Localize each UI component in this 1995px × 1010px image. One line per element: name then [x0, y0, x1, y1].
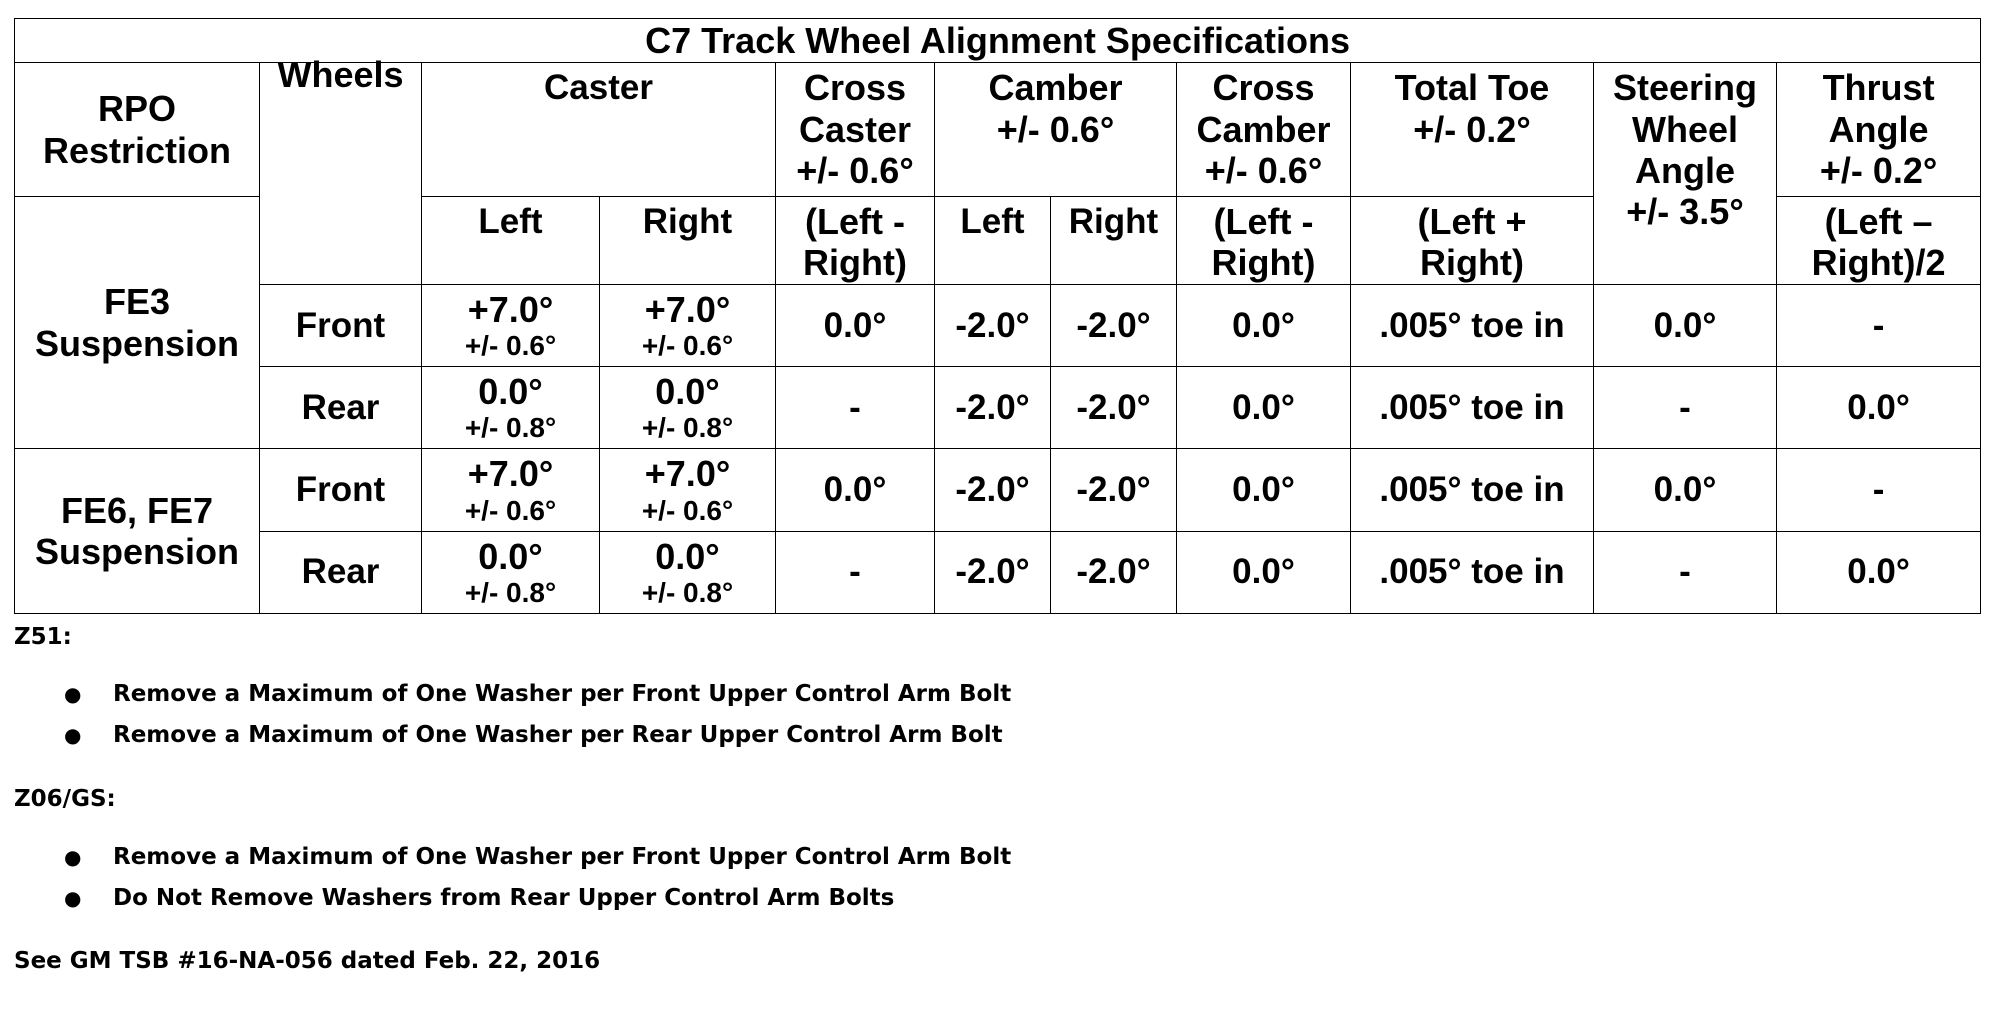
- cell-caster-right: 0.0° +/- 0.8°: [599, 530, 776, 615]
- subheader-caster-left: Left: [421, 195, 600, 285]
- table-title: C7 Track Wheel Alignment Specifications: [13, 17, 1982, 64]
- group-name-fe3: FE3 Suspension: [14, 195, 260, 450]
- cell-steering: 0.0°: [1593, 448, 1777, 532]
- cell-caster-left: +7.0° +/- 0.6°: [421, 283, 600, 368]
- cell-caster-right: 0.0° +/- 0.8°: [599, 366, 776, 450]
- z51-heading: Z51:: [14, 624, 72, 650]
- header-rpo-restriction: RPO Restriction: [14, 62, 260, 197]
- subheader-cross-camber: (Left - Right): [1176, 195, 1351, 285]
- z06-heading: Z06/GS:: [14, 786, 116, 812]
- z51-list: ● Remove a Maximum of One Washer per Fron…: [14, 674, 1214, 756]
- list-item: ● Do Not Remove Washers from Rear Upper C…: [14, 878, 1214, 919]
- header-wheels: Wheels: [259, 54, 422, 285]
- cell-steering: 0.0°: [1593, 283, 1777, 368]
- cell-caster-left: +7.0° +/- 0.6°: [421, 448, 600, 532]
- cell-cross-caster: -: [775, 366, 935, 450]
- list-item: ● Remove a Maximum of One Washer per Rear…: [14, 715, 1214, 756]
- header-cross-camber: Cross Camber +/- 0.6°: [1176, 62, 1351, 197]
- subheader-camber-right: Right: [1050, 195, 1177, 285]
- header-steering-wheel-angle: Steering Wheel Angle +/- 3.5°: [1593, 62, 1777, 285]
- bullet-icon: ●: [64, 723, 82, 747]
- cell-wheels: Rear: [259, 530, 422, 615]
- bullet-icon: ●: [64, 682, 82, 706]
- cell-steering: -: [1593, 366, 1777, 450]
- cell-cross-caster: 0.0°: [775, 283, 935, 368]
- table-row: Rear 0.0° +/- 0.8° 0.0° +/- 0.8° - -2.0°…: [15, 530, 1982, 615]
- header-cross-caster: Cross Caster +/- 0.6°: [775, 62, 935, 197]
- cell-thrust: -: [1775, 283, 1982, 368]
- header-camber: Camber +/- 0.6°: [934, 62, 1177, 197]
- header-caster: Caster: [421, 62, 776, 197]
- cell-total-toe: .005° toe in: [1350, 530, 1594, 615]
- cell-total-toe: .005° toe in: [1350, 283, 1594, 368]
- cell-caster-left: 0.0° +/- 0.8°: [421, 366, 600, 450]
- cell-caster-left: 0.0° +/- 0.8°: [421, 530, 600, 615]
- cell-caster-right: +7.0° +/- 0.6°: [599, 283, 776, 368]
- cell-camber-left: -2.0°: [934, 283, 1051, 368]
- list-item: ● Remove a Maximum of One Washer per Fron…: [14, 837, 1214, 878]
- cell-wheels: Front: [259, 283, 422, 368]
- cell-thrust: -: [1775, 448, 1982, 532]
- table-row: Rear 0.0° +/- 0.8° 0.0° +/- 0.8° - -2.0°…: [15, 366, 1982, 450]
- table-row: FE6, FE7 Suspension Front +7.0° +/- 0.6°…: [14, 448, 1982, 614]
- bullet-icon: ●: [64, 845, 82, 869]
- subheader-thrust: (Left – Right)/2: [1775, 195, 1982, 285]
- group-name-fe6-fe7: FE6, FE7 Suspension: [14, 448, 260, 614]
- cell-cross-camber: 0.0°: [1176, 283, 1351, 368]
- subheader-total-toe: (Left + Right): [1350, 195, 1594, 285]
- subheader-caster-right: Right: [599, 195, 776, 285]
- subheader-camber-left: Left: [934, 195, 1051, 285]
- cell-camber-right: -2.0°: [1050, 530, 1177, 615]
- cell-cross-camber: 0.0°: [1176, 530, 1351, 615]
- cell-wheels: Rear: [259, 366, 422, 450]
- table-row: Front +7.0° +/- 0.6° +7.0° +/- 0.6° 0.0°…: [15, 283, 1982, 368]
- tsb-reference: See GM TSB #16-NA-056 dated Feb. 22, 201…: [14, 948, 601, 974]
- header-thrust-angle: Thrust Angle +/- 0.2°: [1775, 62, 1982, 197]
- cell-thrust: 0.0°: [1775, 530, 1982, 615]
- cell-total-toe: .005° toe in: [1350, 366, 1594, 450]
- list-item: ● Remove a Maximum of One Washer per Fron…: [14, 674, 1214, 715]
- cell-cross-camber: 0.0°: [1176, 366, 1351, 450]
- z06-list: ● Remove a Maximum of One Washer per Fron…: [14, 837, 1214, 919]
- cell-camber-left: -2.0°: [934, 530, 1051, 615]
- cell-camber-right: -2.0°: [1050, 283, 1177, 368]
- cell-camber-left: -2.0°: [934, 366, 1051, 450]
- cell-camber-left: -2.0°: [934, 448, 1051, 532]
- cell-total-toe: .005° toe in: [1350, 448, 1594, 532]
- cell-wheels: Front: [259, 448, 422, 532]
- cell-camber-right: -2.0°: [1050, 366, 1177, 450]
- subheader-cross-caster: (Left - Right): [775, 195, 935, 285]
- cell-cross-caster: -: [775, 530, 935, 615]
- cell-steering: -: [1593, 530, 1777, 615]
- cell-cross-camber: 0.0°: [1176, 448, 1351, 532]
- header-total-toe: Total Toe +/- 0.2°: [1350, 62, 1594, 197]
- cell-camber-right: -2.0°: [1050, 448, 1177, 532]
- cell-thrust: 0.0°: [1775, 366, 1982, 450]
- alignment-spec-table: C7 Track Wheel Alignment Specifications …: [13, 17, 1982, 615]
- bullet-icon: ●: [64, 886, 82, 910]
- cell-cross-caster: 0.0°: [775, 448, 935, 532]
- cell-caster-right: +7.0° +/- 0.6°: [599, 448, 776, 532]
